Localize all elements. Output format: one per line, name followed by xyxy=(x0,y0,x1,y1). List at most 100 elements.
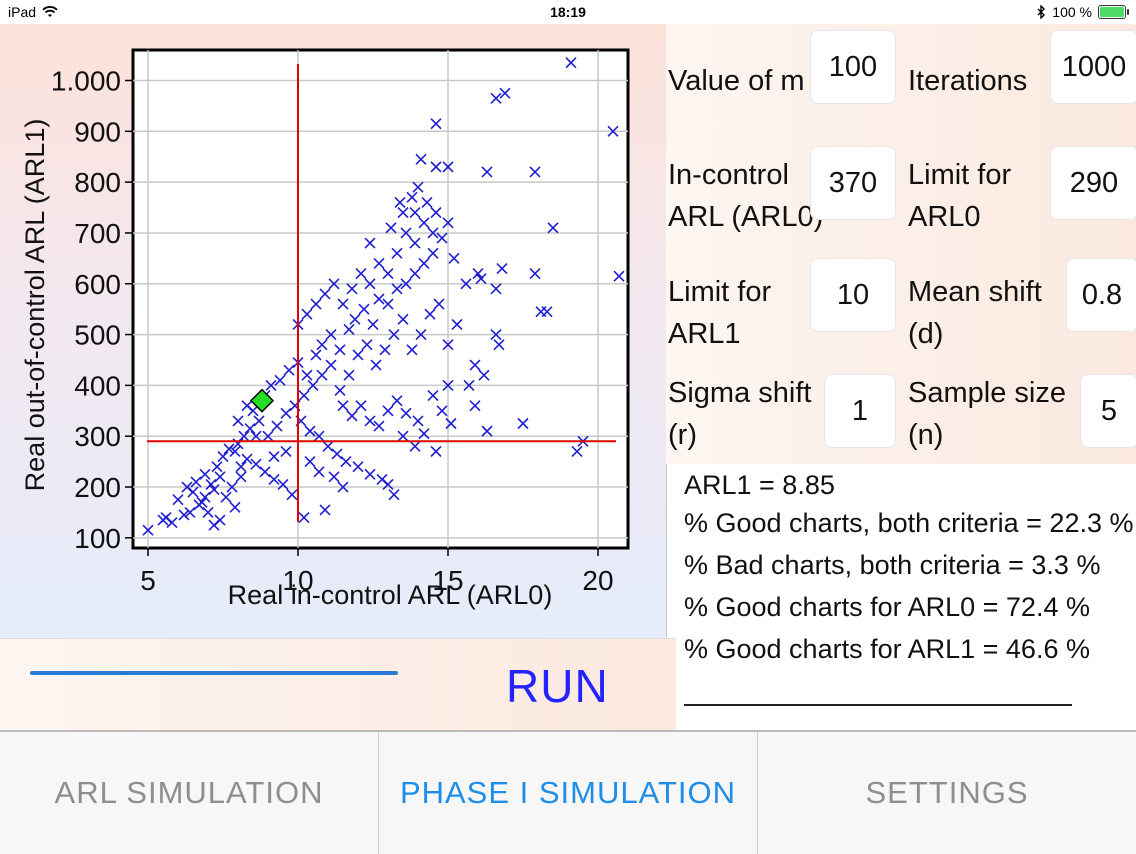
mean-shift-label-line2: (d) xyxy=(908,318,944,350)
data-point xyxy=(469,359,481,371)
sample-size-input[interactable]: 5 xyxy=(1080,374,1136,448)
data-point xyxy=(412,181,424,193)
value-of-m-input[interactable]: 100 xyxy=(810,30,896,104)
data-point xyxy=(298,389,310,402)
data-point xyxy=(370,359,382,371)
data-point xyxy=(178,509,190,521)
data-point xyxy=(436,232,448,244)
data-point xyxy=(424,308,436,320)
tab-divider xyxy=(378,732,379,854)
data-point xyxy=(430,118,442,130)
data-point xyxy=(481,425,493,437)
tab-arl-simulation[interactable]: ARL SIMULATION xyxy=(54,775,324,810)
data-point xyxy=(268,450,280,463)
data-point xyxy=(490,283,502,295)
sigma-shift-input[interactable]: 1 xyxy=(824,374,896,448)
run-area: RUN xyxy=(0,638,676,731)
in-control-label-line2: ARL (ARL0) xyxy=(668,201,824,233)
data-point xyxy=(442,379,454,391)
data-point xyxy=(418,257,430,269)
in-control-arl-input[interactable]: 370 xyxy=(810,146,896,220)
y-tick-label: 700 xyxy=(74,218,121,249)
data-point xyxy=(418,428,430,440)
sigma-shift-label-line2: (r) xyxy=(668,419,697,451)
data-point xyxy=(409,207,421,219)
data-point xyxy=(244,423,256,435)
run-button[interactable]: RUN xyxy=(506,660,609,712)
data-point xyxy=(397,430,409,442)
data-point xyxy=(490,92,502,104)
data-point xyxy=(232,415,244,427)
data-point xyxy=(346,283,358,295)
data-point xyxy=(436,405,448,417)
limit-arl0-input[interactable]: 290 xyxy=(1050,146,1136,220)
data-point xyxy=(613,270,625,282)
data-point xyxy=(430,207,442,219)
progress-bar xyxy=(30,671,398,675)
grid xyxy=(133,50,628,548)
result-good-arl1: % Good charts for ARL1 = 46.6 % xyxy=(684,634,1090,664)
data-point xyxy=(382,405,394,417)
data-point xyxy=(361,339,373,351)
data-point xyxy=(358,303,370,315)
data-point xyxy=(313,466,325,478)
data-point xyxy=(157,514,169,526)
data-point xyxy=(190,476,202,488)
results-divider xyxy=(684,704,1072,706)
limit-arl0-label-line2: ARL0 xyxy=(908,201,981,233)
data-point xyxy=(565,57,577,69)
data-point xyxy=(214,514,226,526)
data-point xyxy=(283,364,295,376)
data-point xyxy=(325,329,337,341)
data-point xyxy=(220,491,232,503)
data-point xyxy=(310,298,322,310)
data-point xyxy=(202,506,214,518)
data-point xyxy=(307,379,319,391)
data-point xyxy=(142,524,154,536)
sample-size-label: Sample size xyxy=(908,377,1066,409)
data-point xyxy=(529,268,541,280)
data-point xyxy=(172,494,184,506)
plot-area xyxy=(131,48,630,550)
data-point xyxy=(547,222,559,234)
data-point xyxy=(442,161,454,173)
data-point xyxy=(406,191,418,203)
data-point xyxy=(421,196,433,209)
data-point xyxy=(304,456,316,468)
limit-arl1-label-line2: ARL1 xyxy=(668,318,741,350)
data-point xyxy=(343,323,355,336)
data-point xyxy=(391,283,403,295)
data-point xyxy=(355,268,367,280)
data-point xyxy=(166,517,178,529)
data-point xyxy=(277,478,289,491)
data-point xyxy=(469,400,481,412)
data-point xyxy=(235,471,247,483)
data-point xyxy=(346,410,358,422)
data-point xyxy=(427,247,439,259)
data-point xyxy=(409,237,421,249)
x-tick-label: 10 xyxy=(282,565,313,596)
tab-settings[interactable]: SETTINGS xyxy=(865,775,1029,810)
data-point xyxy=(235,461,247,473)
data-point xyxy=(541,306,553,318)
battery-percent: 100 % xyxy=(1052,4,1092,20)
data-point xyxy=(310,349,322,361)
data-point xyxy=(337,298,349,310)
data-point xyxy=(571,445,583,458)
limit-arl1-input[interactable]: 10 xyxy=(810,258,896,332)
in-control-label: In-control xyxy=(668,159,789,191)
iterations-input[interactable]: 1000 xyxy=(1050,30,1136,104)
data-point xyxy=(337,481,349,493)
data-point xyxy=(316,339,328,351)
tab-phase-i-simulation[interactable]: PHASE I SIMULATION xyxy=(399,775,737,810)
data-point xyxy=(262,430,274,442)
data-point xyxy=(331,448,343,460)
bluetooth-icon xyxy=(1037,5,1046,19)
data-point xyxy=(229,445,241,458)
mean-shift-input[interactable]: 0.8 xyxy=(1066,258,1136,332)
y-tick-label: 1.000 xyxy=(51,65,121,96)
result-good-both: % Good charts, both criteria = 22.3 % xyxy=(684,508,1134,538)
iterations-label: Iterations xyxy=(908,65,1028,97)
data-point xyxy=(481,166,493,178)
data-point xyxy=(382,268,394,280)
